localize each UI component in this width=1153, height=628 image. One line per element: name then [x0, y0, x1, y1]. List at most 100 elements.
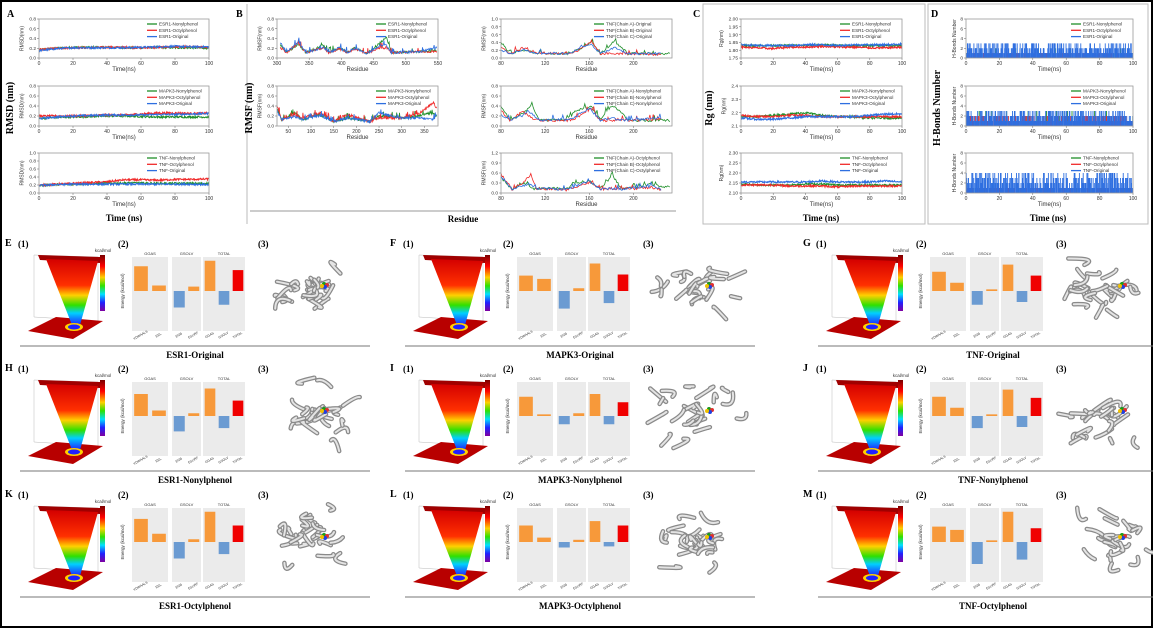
- y-tick-label: 2: [960, 181, 963, 187]
- protein-ribbon-highlight: [1082, 548, 1096, 561]
- sub-label-2: (2): [503, 239, 514, 249]
- fel-minimum: [453, 449, 465, 455]
- protein-ligand-structure: [1074, 505, 1153, 574]
- protein-ribbon-highlight: [708, 275, 725, 281]
- protein-ribbon-highlight: [1098, 508, 1118, 520]
- bar-category-label: TOTAL: [617, 456, 628, 465]
- bar-category-label: EGB: [973, 331, 982, 338]
- facet-title: TOTAL: [218, 502, 231, 507]
- ligand-atom: [320, 535, 324, 539]
- facet-title: GGAS: [529, 376, 541, 381]
- energy-bar-egb: [558, 542, 570, 548]
- x-tick-label: 120: [541, 196, 550, 202]
- energy-bar-vdwaals: [134, 394, 148, 416]
- protein-ribbon-highlight: [286, 526, 293, 536]
- x-tick-label: 20: [70, 61, 76, 67]
- bar-category-label: TOTAL: [232, 456, 243, 465]
- protein-ligand-structure: [272, 259, 343, 311]
- x-tick-label: 80: [1097, 129, 1103, 135]
- legend: TNF-NonylphenolTNF-OctylphenolTNF-Origin…: [840, 156, 888, 173]
- y-tick-label: 0.3: [491, 181, 498, 187]
- y-tick-label: 0.0: [491, 56, 498, 62]
- x-tick-label: 100: [1129, 129, 1138, 135]
- legend-label: TNF-Nonylphenol: [159, 156, 195, 161]
- x-tick-label: 80: [867, 196, 873, 202]
- energy-bar-esurf: [573, 539, 585, 542]
- y-tick-label: 8: [960, 17, 963, 23]
- x-tick-label: 0: [965, 129, 968, 135]
- x-tick-label: 80: [172, 61, 178, 67]
- facet-title: GGAS: [144, 251, 156, 256]
- free-energy-landscape: kcal/mol: [826, 248, 909, 339]
- energy-bar-total: [617, 274, 629, 291]
- energy-bar-ggas: [204, 511, 216, 542]
- energy-bar-chart: Energy (kcal/mol) GGAS VDWAALS EEL GSOLV EGB E…: [505, 251, 630, 341]
- x-tick-label: 100: [898, 196, 907, 202]
- protein-ribbon-highlight: [330, 438, 341, 453]
- colorbar: [485, 506, 490, 562]
- series-line-mapk3-original: [39, 111, 209, 120]
- x-tick-label: 100: [307, 129, 316, 135]
- sub-label-3: (3): [258, 239, 269, 249]
- energy-bar-ggas: [204, 260, 216, 291]
- bar-category-label: ESURF: [572, 331, 584, 340]
- energy-bar-eel: [950, 282, 964, 291]
- x-axis-label: Time(ns): [810, 135, 833, 141]
- x-tick-label: 120: [541, 129, 550, 135]
- legend-label: MAPK3-Nonylphenol: [388, 89, 431, 94]
- y-tick-label: 0.8: [267, 84, 274, 90]
- bar-category-label: GGAS: [1002, 456, 1013, 465]
- colorbar-title: kcal/mol: [480, 499, 497, 504]
- panel-letter: H: [5, 363, 13, 374]
- bar-category-label: EGB: [175, 582, 184, 589]
- x-tick-label: 0: [38, 196, 41, 202]
- x-tick-label: 250: [375, 129, 384, 135]
- protein-ribbon-highlight: [1093, 412, 1109, 420]
- y-tick-label: 2.3: [731, 97, 738, 103]
- protein-ribbon-highlight: [276, 280, 299, 292]
- legend-label: MAPK3-Original: [388, 101, 421, 106]
- protein-ribbon-highlight: [327, 407, 341, 413]
- panel-j: J (1) (2) (3) kcal/mol Energy (kcal/mol) GGAS V…: [803, 363, 1153, 485]
- plot-area: [279, 36, 438, 56]
- legend-label: MAPK3-Original: [852, 101, 885, 106]
- protein-ribbon-highlight: [317, 540, 332, 547]
- bar-category-label: ESURF: [985, 331, 997, 340]
- y-tick-label: 0.0: [29, 124, 36, 130]
- hbonds-axis-title: H-Bonds Number: [932, 70, 943, 146]
- protein-ribbon-highlight: [658, 397, 665, 405]
- protein-ribbon-highlight: [696, 546, 714, 555]
- chart-d2: 0 20 40 60 80 100 0 2 4 6 8 Time(ns) H-Bonds Number M…: [952, 84, 1137, 141]
- y-tick-label: 0: [960, 56, 963, 62]
- y-axis-label: RMSD(nm): [20, 26, 26, 51]
- energy-bar-eel: [152, 533, 166, 542]
- facet-panel: [517, 382, 553, 456]
- series-line-tnf(chain a)-original: [501, 37, 671, 56]
- protein-ribbon-highlight: [274, 297, 291, 310]
- sub-label-2: (2): [503, 364, 514, 374]
- y-tick-label: 0.0: [29, 191, 36, 197]
- x-tick-label: 100: [205, 129, 214, 135]
- panel-m: M (1) (2) (3) kcal/mol Energy (kcal/mol) GGAS V…: [803, 489, 1153, 611]
- protein-ribbon-highlight: [712, 305, 728, 321]
- energy-bar-chart: Energy (kcal/mol) GGAS VDWAALS EEL GSOLV EGB E…: [120, 376, 245, 466]
- legend-label: TNF-Nonylphenol: [1083, 156, 1119, 161]
- x-axis-label: Residue: [346, 135, 369, 141]
- protein-ribbon-highlight: [308, 407, 321, 421]
- sub-label-1: (1): [816, 239, 827, 249]
- plot-area: [741, 178, 902, 189]
- protein-ribbon-highlight: [687, 277, 701, 289]
- energy-bar-total: [1030, 397, 1042, 416]
- legend-label: ESR1-Original: [159, 34, 188, 39]
- x-tick-label: 40: [803, 129, 809, 135]
- sub-label-2: (2): [916, 239, 927, 249]
- x-tick-label: 350: [305, 61, 314, 67]
- x-tick-label: 160: [585, 129, 594, 135]
- y-tick-label: 4: [960, 171, 963, 177]
- protein-ribbon-highlight: [659, 288, 663, 298]
- x-tick-label: 160: [585, 196, 594, 202]
- bar-category-label: TOTAL: [1030, 582, 1041, 591]
- energy-axis-label: Energy (kcal/mol): [120, 524, 125, 560]
- x-tick-label: 80: [498, 196, 504, 202]
